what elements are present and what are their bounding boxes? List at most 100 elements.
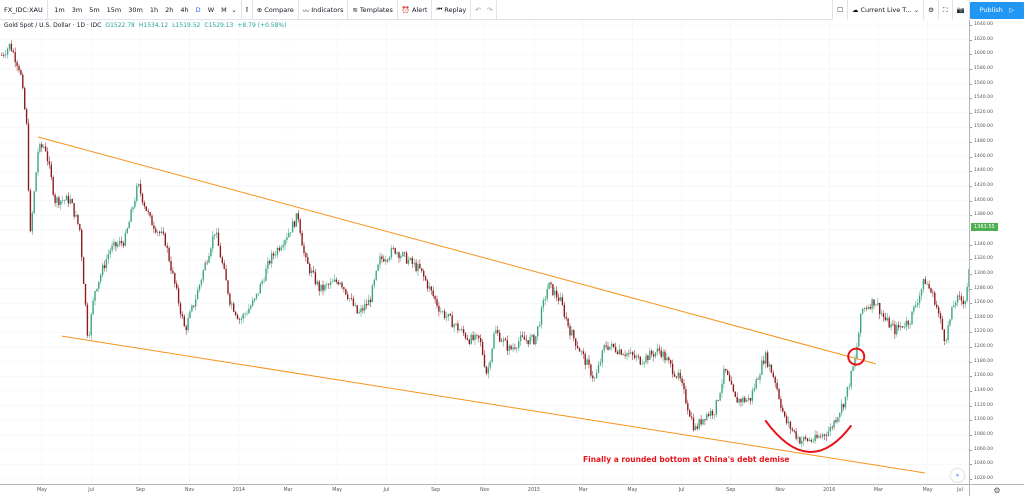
candle-up xyxy=(880,313,883,315)
candle-down xyxy=(183,316,186,327)
chart-type-button[interactable]: ⫾ xyxy=(242,0,253,20)
interval-30m[interactable]: 30m xyxy=(128,5,143,14)
scroll-to-realtime-button[interactable]: » xyxy=(951,469,964,482)
candle-up xyxy=(945,340,947,341)
interval-5m[interactable]: 5m xyxy=(89,5,100,14)
time-tick-label: Nov xyxy=(184,488,195,493)
price-tick-label: 1400.00 xyxy=(970,197,993,203)
candle-up xyxy=(447,313,450,317)
candle-down xyxy=(352,298,355,306)
candle-down xyxy=(44,146,47,152)
alert-button[interactable]: ⏰ Alert xyxy=(398,0,433,20)
interval-M[interactable]: M xyxy=(221,5,227,14)
square-icon: ☐ xyxy=(837,6,843,14)
candle-up xyxy=(618,349,621,355)
candle-up xyxy=(124,233,127,246)
interval-D[interactable]: D xyxy=(195,5,201,14)
time-tick-label: 2014 xyxy=(232,488,245,493)
interval-15m[interactable]: 15m xyxy=(106,5,122,14)
undo-icon[interactable]: ↶ xyxy=(475,5,481,14)
candle-down xyxy=(789,421,792,429)
candle-down xyxy=(734,391,737,397)
candle-down xyxy=(217,232,220,246)
candle-up xyxy=(128,221,130,229)
interval-4h[interactable]: 4h xyxy=(180,5,189,14)
compare-button[interactable]: ⊕ Compare xyxy=(253,0,299,20)
candle-down xyxy=(162,231,165,234)
candle-up xyxy=(428,286,431,289)
replay-icon: ⏮ xyxy=(436,5,443,13)
candle-up xyxy=(65,195,68,201)
snapshot-button[interactable]: 📷 xyxy=(953,0,970,20)
price-axis[interactable]: 1640.00 1620.00 1600.00 1580.00 1560.00 1540.… xyxy=(969,20,1024,484)
alarm-icon: ⏰ xyxy=(401,5,410,14)
templates-button[interactable]: ≋ Templates xyxy=(348,0,398,20)
time-tick-label: Jul xyxy=(678,488,685,493)
candle-down xyxy=(405,252,408,264)
settings-button[interactable]: ⚙ xyxy=(924,0,939,20)
candle-down xyxy=(227,280,229,294)
time-axis[interactable]: May Jul Sep Nov 2014 Mar May Jul Sep Nov 2015 Mar Ma… xyxy=(0,484,969,496)
candle-up xyxy=(905,320,908,328)
chart-legend: Gold Spot / U.S. Dollar · 1D · IDC O1522… xyxy=(4,22,286,29)
candle-down xyxy=(660,350,662,357)
candle-down xyxy=(457,323,459,331)
candle-up xyxy=(187,318,189,331)
candle-up xyxy=(761,360,763,375)
candle-up xyxy=(519,335,522,342)
candle-down xyxy=(673,374,676,377)
candle-up xyxy=(715,400,718,415)
candle-down xyxy=(451,315,453,328)
candle-up xyxy=(360,308,362,313)
indicators-button[interactable]: 〰 Indicators xyxy=(299,0,349,20)
candle-up xyxy=(899,326,902,328)
fullscreen-button[interactable]: ⛶ xyxy=(939,0,953,20)
candle-up xyxy=(373,279,376,286)
candle-up xyxy=(694,426,697,431)
candle-up xyxy=(544,298,547,301)
axis-settings-button[interactable]: ⚙ xyxy=(969,484,1024,496)
select-checkbox[interactable]: ☐ xyxy=(832,0,848,20)
candle-down xyxy=(557,297,560,301)
publish-button[interactable]: Publish ▷ xyxy=(969,1,1024,19)
candle-down xyxy=(301,232,303,246)
price-chart[interactable] xyxy=(0,20,969,484)
candle-down xyxy=(823,434,826,436)
breakout-circle xyxy=(847,347,866,366)
chevron-down-icon[interactable]: ⌄ xyxy=(231,5,237,14)
candle-down xyxy=(219,245,222,258)
chart-annotation-text[interactable]: Finally a rounded bottom at China's debt… xyxy=(583,455,790,464)
candle-down xyxy=(27,123,30,191)
fullscreen-icon: ⛶ xyxy=(942,5,948,14)
candle-up xyxy=(917,302,919,306)
price-tick-label: 1440.00 xyxy=(970,168,993,174)
series-title[interactable]: Gold Spot / U.S. Dollar · 1D · IDC xyxy=(4,22,102,29)
interval-3m[interactable]: 3m xyxy=(71,5,83,14)
candle-down xyxy=(419,264,421,269)
candle-up xyxy=(261,281,263,284)
candle-up xyxy=(594,378,596,379)
symbol-search[interactable]: FX_IDC:XAU xyxy=(0,0,48,20)
candle-up xyxy=(713,414,716,416)
candle-down xyxy=(443,311,446,318)
symbol-label: FX_IDC:XAU xyxy=(4,5,43,14)
interval-2h[interactable]: 2h xyxy=(165,5,174,14)
interval-1h[interactable]: 1h xyxy=(149,5,159,14)
replay-button[interactable]: ⏮ Replay xyxy=(432,0,472,20)
layout-dropdown[interactable]: ☁ Current Live T... ⌄ xyxy=(848,0,925,20)
price-tick-label: 1040.00 xyxy=(970,461,993,467)
candle-up xyxy=(797,437,799,439)
time-tick-label: Jul xyxy=(957,488,963,493)
interval-1m[interactable]: 1m xyxy=(54,5,65,14)
candle-down xyxy=(795,431,797,439)
candle-up xyxy=(833,420,835,428)
candle-down xyxy=(164,233,167,246)
redo-icon[interactable]: ↷ xyxy=(486,5,493,14)
templates-label: Templates xyxy=(359,5,393,14)
candle-down xyxy=(774,376,776,383)
candle-up xyxy=(101,265,104,276)
candle-down xyxy=(305,253,307,258)
time-tick-label: May xyxy=(627,488,638,493)
interval-W[interactable]: W xyxy=(207,5,215,14)
candle-down xyxy=(934,292,936,305)
